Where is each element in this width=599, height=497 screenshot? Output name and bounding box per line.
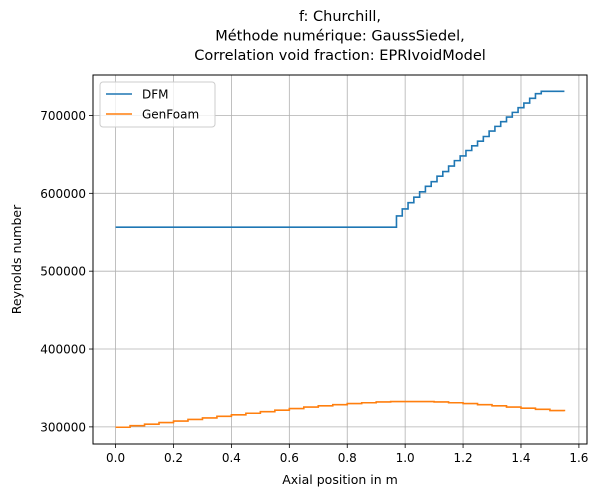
chart-title-line: Correlation void fraction: EPRIvoidModel bbox=[194, 48, 486, 64]
x-axis-label: Axial position in m bbox=[282, 472, 398, 487]
x-axis-ticks: 0.0 0.2 0.4 0.6 0.8 1.0 1.2 1.4 1.6 bbox=[106, 444, 588, 465]
series-line-genfoam bbox=[115, 400, 566, 429]
y-axis-ticks: 300000 400000 500000 600000 700000 bbox=[40, 109, 93, 434]
x-tick-label: 0.4 bbox=[222, 451, 241, 465]
chart-title-line: f: Churchill, bbox=[299, 9, 381, 25]
x-tick-label: 1.4 bbox=[511, 451, 530, 465]
x-tick-label: 1.2 bbox=[454, 451, 473, 465]
plot-area bbox=[92, 74, 588, 445]
chart-title: f: Churchill, Méthode numérique: GaussSie… bbox=[194, 9, 486, 64]
x-tick-label: 1.6 bbox=[569, 451, 588, 465]
y-tick-label: 600000 bbox=[40, 187, 86, 201]
legend: DFM GenFoam bbox=[99, 81, 216, 128]
x-tick-label: 0.8 bbox=[338, 451, 357, 465]
y-axis-label: Reynolds number bbox=[9, 204, 24, 314]
grid bbox=[93, 75, 587, 444]
x-tick-label: 0.2 bbox=[164, 451, 183, 465]
series-layer bbox=[115, 90, 566, 429]
x-tick-label: 0.0 bbox=[106, 451, 125, 465]
legend-label: DFM bbox=[142, 88, 169, 102]
chart-title-line: Méthode numérique: GaussSiedel, bbox=[215, 29, 464, 45]
series-line-dfm bbox=[115, 90, 565, 228]
x-tick-label: 0.6 bbox=[280, 451, 299, 465]
x-tick-label: 1.0 bbox=[396, 451, 415, 465]
legend-label: GenFoam bbox=[142, 108, 199, 122]
y-tick-label: 500000 bbox=[40, 265, 86, 279]
y-tick-label: 400000 bbox=[40, 343, 86, 357]
y-tick-label: 700000 bbox=[40, 109, 86, 123]
y-tick-label: 300000 bbox=[40, 420, 86, 434]
